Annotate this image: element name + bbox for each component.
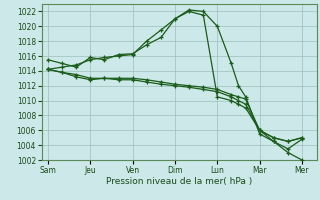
X-axis label: Pression niveau de la mer( hPa ): Pression niveau de la mer( hPa ) [106, 177, 252, 186]
